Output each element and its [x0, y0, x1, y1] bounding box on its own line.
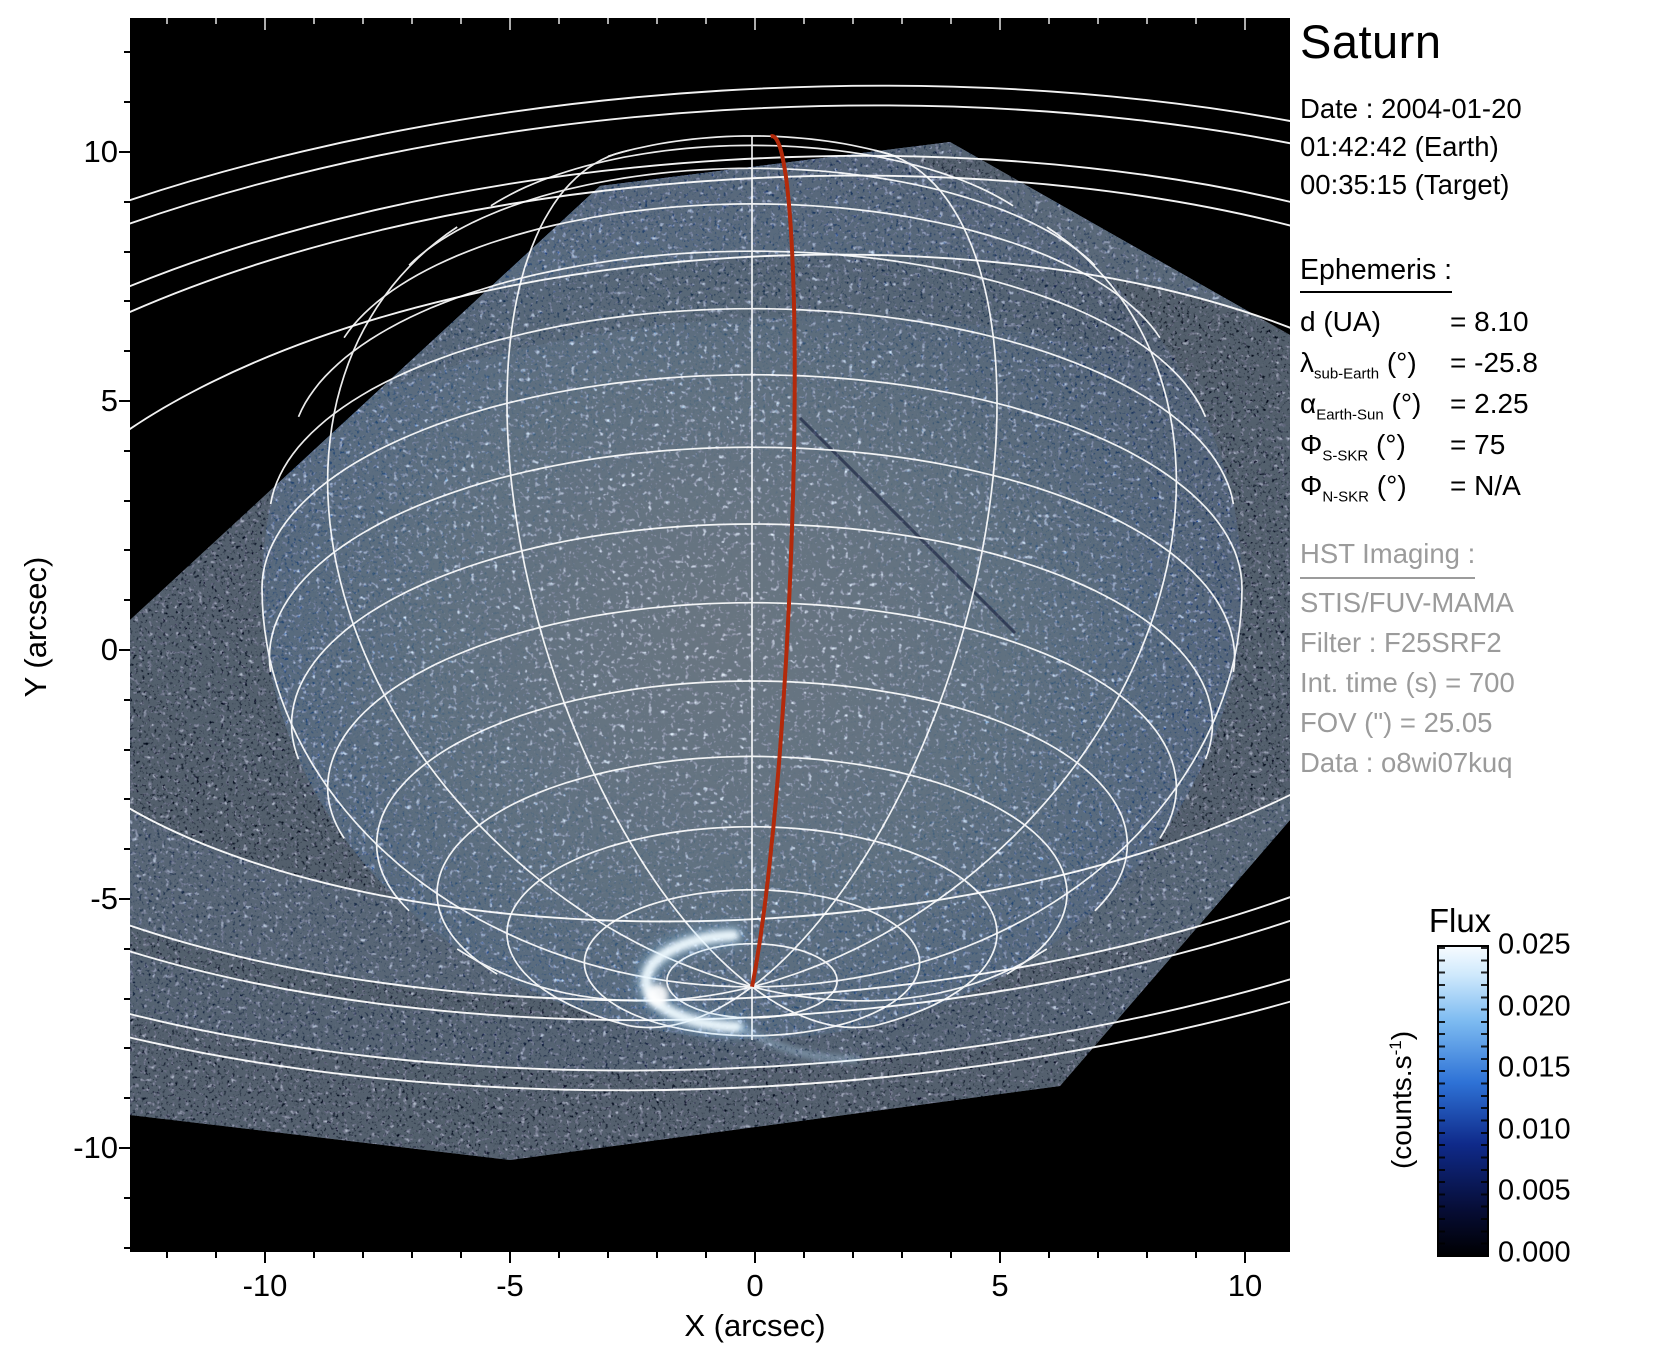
y-axis-tick-mark — [124, 101, 130, 104]
y-axis-tick-mark — [124, 798, 130, 801]
y-axis-tick-mark — [124, 698, 130, 701]
y-axis-tick-mark — [119, 151, 130, 153]
x-axis-tick-mark — [999, 1252, 1001, 1263]
y-axis-tick-mark — [119, 649, 130, 651]
y-axis-tick-mark — [124, 200, 130, 203]
x-axis-tick-mark — [1244, 1252, 1246, 1263]
flux-colorbar — [1437, 945, 1489, 1257]
colorbar-tick-label: 0.015 — [1498, 1051, 1571, 1084]
date-line: Date : 2004-01-20 — [1300, 93, 1522, 124]
x-axis-tick-mark — [607, 1252, 609, 1258]
ephemeris-row-n-skr-phase: ΦN-SKR (°) = N/A — [1300, 470, 1521, 506]
y-axis-title: Y (arcsec) — [18, 556, 53, 698]
x-axis-tick-mark — [362, 1252, 364, 1258]
y-tick-label: 5 — [100, 383, 118, 418]
x-axis-title: X (arcsec) — [684, 1308, 826, 1343]
x-tick-label: 5 — [991, 1268, 1009, 1303]
ephemeris-row-distance: d (UA) = 8.10 — [1300, 306, 1529, 337]
x-axis-tick-mark — [705, 1252, 707, 1258]
colorbar-tick-label: 0.000 — [1498, 1236, 1571, 1269]
colorbar-tick-label: 0.010 — [1498, 1113, 1571, 1146]
hst-int-time-line: Int. time (s) = 700 — [1300, 667, 1515, 698]
x-axis-tick-mark — [901, 1252, 903, 1258]
x-axis-tick-mark — [1048, 1252, 1050, 1258]
x-axis-tick-mark — [264, 1252, 266, 1263]
y-axis-tick-mark — [124, 1196, 130, 1199]
hst-imaging-heading: HST Imaging : — [1300, 534, 1515, 583]
y-tick-label: 10 — [83, 134, 118, 169]
ephemeris-row-subearth-lat: λsub-Earth (°) = -25.8 — [1300, 347, 1538, 383]
y-axis-tick-mark — [124, 848, 130, 851]
x-axis-tick-mark — [803, 1252, 805, 1258]
x-axis-tick-mark — [460, 1252, 462, 1258]
observation-date-block: Date : 2004-01-20 01:42:42 (Earth) 00:35… — [1300, 90, 1522, 204]
x-axis-tick-mark — [1146, 1252, 1148, 1258]
y-tick-label: -10 — [73, 1130, 118, 1165]
x-tick-label: 10 — [1227, 1268, 1263, 1303]
ephemeris-heading: Ephemeris : — [1300, 254, 1453, 293]
x-axis-tick-mark — [754, 1252, 756, 1263]
y-axis-tick-mark — [124, 51, 130, 54]
x-axis-tick-mark — [852, 1252, 854, 1258]
ephemeris-table: d (UA) = 8.10 λsub-Earth (°) = -25.8 αEart… — [1300, 301, 1538, 506]
hst-imaging-block: HST Imaging : STIS/FUV-MAMA Filter : F25… — [1300, 534, 1515, 783]
target-time-line: 00:35:15 (Target) — [1300, 169, 1510, 200]
y-axis-tick-mark — [124, 350, 130, 353]
x-axis-tick-mark — [215, 1252, 217, 1258]
x-axis-tick-mark — [166, 1252, 168, 1258]
hst-filter-line: Filter : F25SRF2 — [1300, 627, 1502, 658]
x-axis-tick-mark — [656, 1252, 658, 1258]
y-tick-label: 0 — [100, 632, 118, 667]
hst-instrument-line: STIS/FUV-MAMA — [1300, 587, 1514, 618]
y-axis-tick-mark — [119, 400, 130, 402]
x-tick-label: -10 — [242, 1268, 288, 1303]
y-axis-tick-mark — [124, 599, 130, 602]
hst-data-id-line: Data : o8wi07kuq — [1300, 747, 1513, 778]
hst-fov-line: FOV (") = 25.05 — [1300, 707, 1493, 738]
page-title: Saturn — [1300, 15, 1442, 68]
x-axis-tick-mark — [950, 1252, 952, 1258]
y-axis-tick-mark — [124, 250, 130, 253]
x-axis-tick-mark — [509, 1252, 511, 1263]
colorbar-unit-label: (counts.s-1) — [1385, 1030, 1418, 1170]
saturn-fuv-image — [130, 18, 1290, 1252]
y-axis-tick-mark — [124, 748, 130, 751]
colorbar-title: Flux — [1428, 902, 1492, 939]
y-axis-tick-mark — [124, 1097, 130, 1100]
colorbar-minor-ticks-left — [1439, 947, 1445, 1255]
y-tick-label: -5 — [90, 881, 118, 916]
y-axis-tick-mark — [124, 549, 130, 552]
y-axis-tick-mark — [124, 947, 130, 950]
x-axis-tick-mark — [313, 1252, 315, 1258]
earth-time-line: 01:42:42 (Earth) — [1300, 131, 1499, 162]
y-axis-tick-mark — [124, 1047, 130, 1050]
ephemeris-row-s-skr-phase: ΦS-SKR (°) = 75 — [1300, 429, 1506, 465]
saturn-image-plot — [130, 18, 1290, 1252]
x-tick-label: 0 — [746, 1268, 764, 1303]
x-axis-tick-mark — [1097, 1252, 1099, 1258]
colorbar-tick-label: 0.005 — [1498, 1174, 1571, 1207]
y-axis-tick-mark — [124, 300, 130, 303]
x-tick-label: -5 — [496, 1268, 524, 1303]
colorbar-tick-label: 0.020 — [1498, 990, 1571, 1023]
y-axis-tick-mark — [124, 449, 130, 452]
y-axis-tick-mark — [124, 997, 130, 1000]
x-axis-tick-mark — [558, 1252, 560, 1258]
ephemeris-row-phase-angle: αEarth-Sun (°) = 2.25 — [1300, 388, 1529, 424]
y-axis-tick-mark — [124, 1246, 130, 1249]
y-axis-tick-mark — [119, 1147, 130, 1149]
x-axis-tick-mark — [411, 1252, 413, 1258]
colorbar-tick-label: 0.025 — [1498, 928, 1571, 961]
y-axis-tick-mark — [124, 499, 130, 502]
y-axis-tick-mark — [119, 898, 130, 900]
colorbar-minor-ticks-right — [1481, 947, 1487, 1255]
x-axis-tick-mark — [1195, 1252, 1197, 1258]
